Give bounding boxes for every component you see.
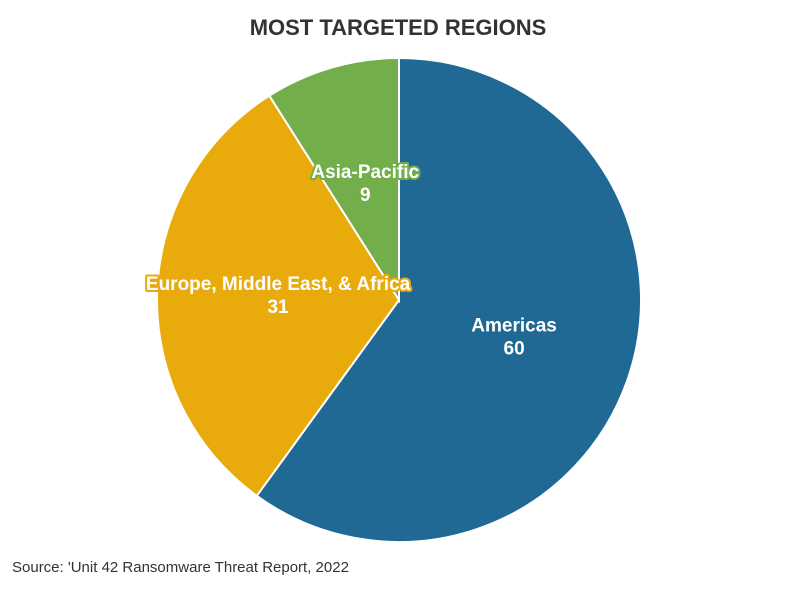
slice-value: 60 [504, 338, 525, 359]
pie-slice [156, 94, 401, 498]
slice-value: 9 [360, 185, 371, 206]
chart-title: MOST TARGETED REGIONS [250, 15, 547, 40]
slice-value: 31 [267, 297, 289, 318]
pie-slice [267, 56, 400, 304]
pie-slice [255, 56, 642, 543]
slice-label: Americas [471, 315, 557, 336]
source-note: Source: 'Unit 42 Ransomware Threat Repor… [12, 559, 349, 576]
slice-label: Europe, Middle East, & Africa [146, 274, 411, 295]
slice-label: Asia-Pacific [311, 162, 419, 183]
